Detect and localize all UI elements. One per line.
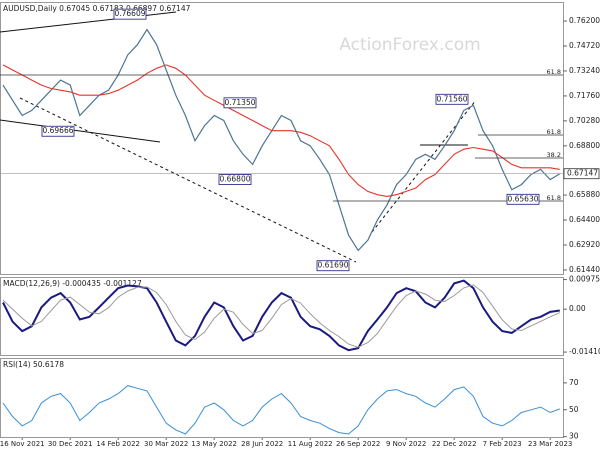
macd-panel (0, 277, 564, 356)
annotation-box (41, 125, 75, 137)
last-price-box (563, 168, 600, 180)
annotation-box (218, 174, 252, 185)
x-tick-label: 22 Dec 2022 (432, 440, 477, 448)
y-tick-label: 0.65880 (569, 190, 600, 199)
annotation-label: 0.65630 (507, 194, 538, 203)
annotation-label: 0.69666 (42, 126, 73, 135)
trendline (19, 97, 357, 263)
y-tick-label: 0.68800 (569, 141, 600, 150)
annotation-label: 0.71560 (436, 94, 467, 103)
annotation-box (113, 8, 147, 20)
panel-title: MACD(12,26,9) -0.000435 -0.001127 (3, 279, 142, 288)
annotation-label: 0.76609 (114, 9, 145, 18)
annotation-box (316, 260, 350, 272)
y-tick-label: 0.71760 (569, 91, 600, 100)
fib-label: 61.8 (547, 68, 561, 76)
series-line (2, 385, 560, 435)
x-tick-label: 23 Mar 2023 (528, 440, 572, 448)
y-tick-label: 0.76200 (569, 16, 600, 25)
fib-label: 61.8 (547, 128, 561, 136)
y-tick-label: 0.64400 (569, 215, 600, 224)
fib-label: 61.8 (547, 194, 561, 202)
y-tick-label: 0.70280 (569, 116, 600, 125)
y-tick-label: 0.62920 (569, 240, 600, 249)
x-tick-label: 30 Dec 2021 (48, 440, 93, 448)
y-tick-label: 50 (569, 405, 579, 414)
y-tick-label: 0.61440 (569, 265, 600, 274)
price-panel (0, 2, 564, 275)
x-tick-label: 16 Nov 2021 (0, 440, 45, 448)
x-tick-label: 14 Feb 2022 (96, 440, 140, 448)
x-tick-label: 30 Mar 2022 (144, 440, 188, 448)
annotation-box (223, 97, 257, 109)
rsi-panel (0, 358, 564, 438)
panel-title: RSI(14) 50.6178 (3, 360, 64, 369)
y-tick-label: 30 (569, 432, 579, 441)
y-tick-label: -0.014107 (569, 347, 600, 356)
x-tick-label: 7 Feb 2023 (483, 440, 522, 448)
y-tick-label: 0.00 (569, 304, 586, 313)
trendline (0, 119, 161, 143)
x-tick-label: 11 Aug 2022 (288, 440, 333, 448)
y-tick-label: 0.009751 (569, 275, 600, 284)
watermark: ActionForex.com (339, 35, 480, 55)
panel-title: AUDUSD,Daily 0.67045 0.67183 0.66897 0.6… (3, 4, 191, 13)
x-tick-label: 9 Nov 2022 (386, 440, 426, 448)
annotation-box (506, 193, 540, 205)
annotation-label: 0.61690 (317, 261, 348, 270)
series-line (2, 64, 560, 197)
y-tick-label: 0.74720 (569, 41, 600, 50)
y-tick-label: 70 (569, 378, 579, 387)
last-price-label: 0.67147 (567, 169, 598, 178)
series-line (2, 28, 561, 252)
annotation-label: 0.71350 (224, 98, 255, 107)
fib-label: 38.2 (547, 151, 561, 159)
trendline (0, 11, 177, 33)
x-tick-label: 26 Sep 2022 (336, 440, 380, 448)
x-tick-label: 28 Jun 2022 (241, 440, 283, 448)
y-tick-label: 0.73240 (569, 66, 600, 75)
annotation-box (435, 93, 469, 105)
x-tick-label: 13 May 2022 (191, 440, 237, 448)
annotation-label: 0.66800 (219, 175, 250, 184)
series-line (2, 284, 561, 348)
series-line (2, 279, 560, 352)
